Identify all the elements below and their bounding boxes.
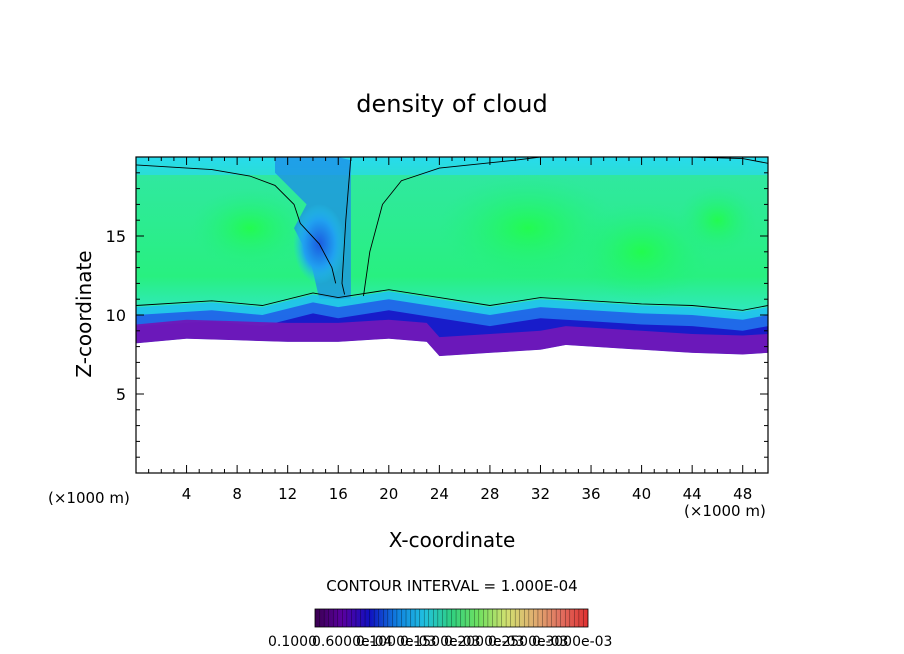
- colorbar-label: 0.3000e-03: [532, 634, 612, 650]
- y-tick-labels: 5 10 15: [106, 227, 126, 404]
- x-tick-label: 48: [733, 485, 752, 503]
- y-axis-label: Z-coordinate: [72, 250, 96, 377]
- contour-interval-label: CONTOUR INTERVAL = 1.000E-04: [326, 577, 577, 595]
- green-core-2: [571, 201, 712, 302]
- density-field: [136, 157, 768, 473]
- x-tick-label: 44: [683, 485, 702, 503]
- y-tick-label: 10: [106, 306, 126, 325]
- axis-ticks: [135, 156, 769, 474]
- colorbar-label: 0.6000e-04: [312, 634, 393, 650]
- x-tick-label: 12: [278, 485, 297, 503]
- x-tick-labels: 4 8 12 16 20 24 28 32 36 40 44 48: [182, 485, 752, 503]
- colorbar-label: 0.1000: [268, 634, 317, 650]
- green-core-0: [189, 188, 310, 269]
- x-tick-label: 28: [480, 485, 499, 503]
- x-tick-label: 32: [531, 485, 550, 503]
- x-tick-label: 16: [329, 485, 348, 503]
- x-axis-label: X-coordinate: [389, 528, 516, 552]
- chart-title: density of cloud: [356, 90, 547, 118]
- colorbar-label: 0.2500e-03: [488, 634, 568, 650]
- x-unit-label: (×1000 m): [684, 502, 766, 520]
- cloud-layer-purple: [136, 319, 768, 357]
- x-tick-label: 36: [581, 485, 600, 503]
- x-tick-label: 24: [430, 485, 449, 503]
- green-core-3: [677, 185, 758, 256]
- x-tick-label: 40: [632, 485, 651, 503]
- colorbar-label: 0.1500e-03: [400, 634, 480, 650]
- contour-line-plume-left: [136, 164, 337, 284]
- x-tick-label: 20: [379, 485, 398, 503]
- contour-line-plume-core: [341, 157, 352, 295]
- z-unit-label: (×1000 m): [48, 489, 130, 507]
- clear-air-region: [136, 338, 768, 473]
- x-tick-label: 4: [182, 485, 192, 503]
- colorbar-label: 0.2000e-03: [444, 634, 524, 650]
- y-tick-label: 15: [106, 227, 126, 246]
- x-tick-label: 8: [232, 485, 242, 503]
- colorbar-divisions: [319, 609, 584, 627]
- y-tick-label: 5: [116, 385, 126, 404]
- colorbar-label: 0.1000e-03: [356, 634, 436, 650]
- colorbar-labels: 0.10000.6000e-040.1000e-030.1500e-030.20…: [268, 634, 612, 650]
- contour-line-layer: [136, 289, 768, 311]
